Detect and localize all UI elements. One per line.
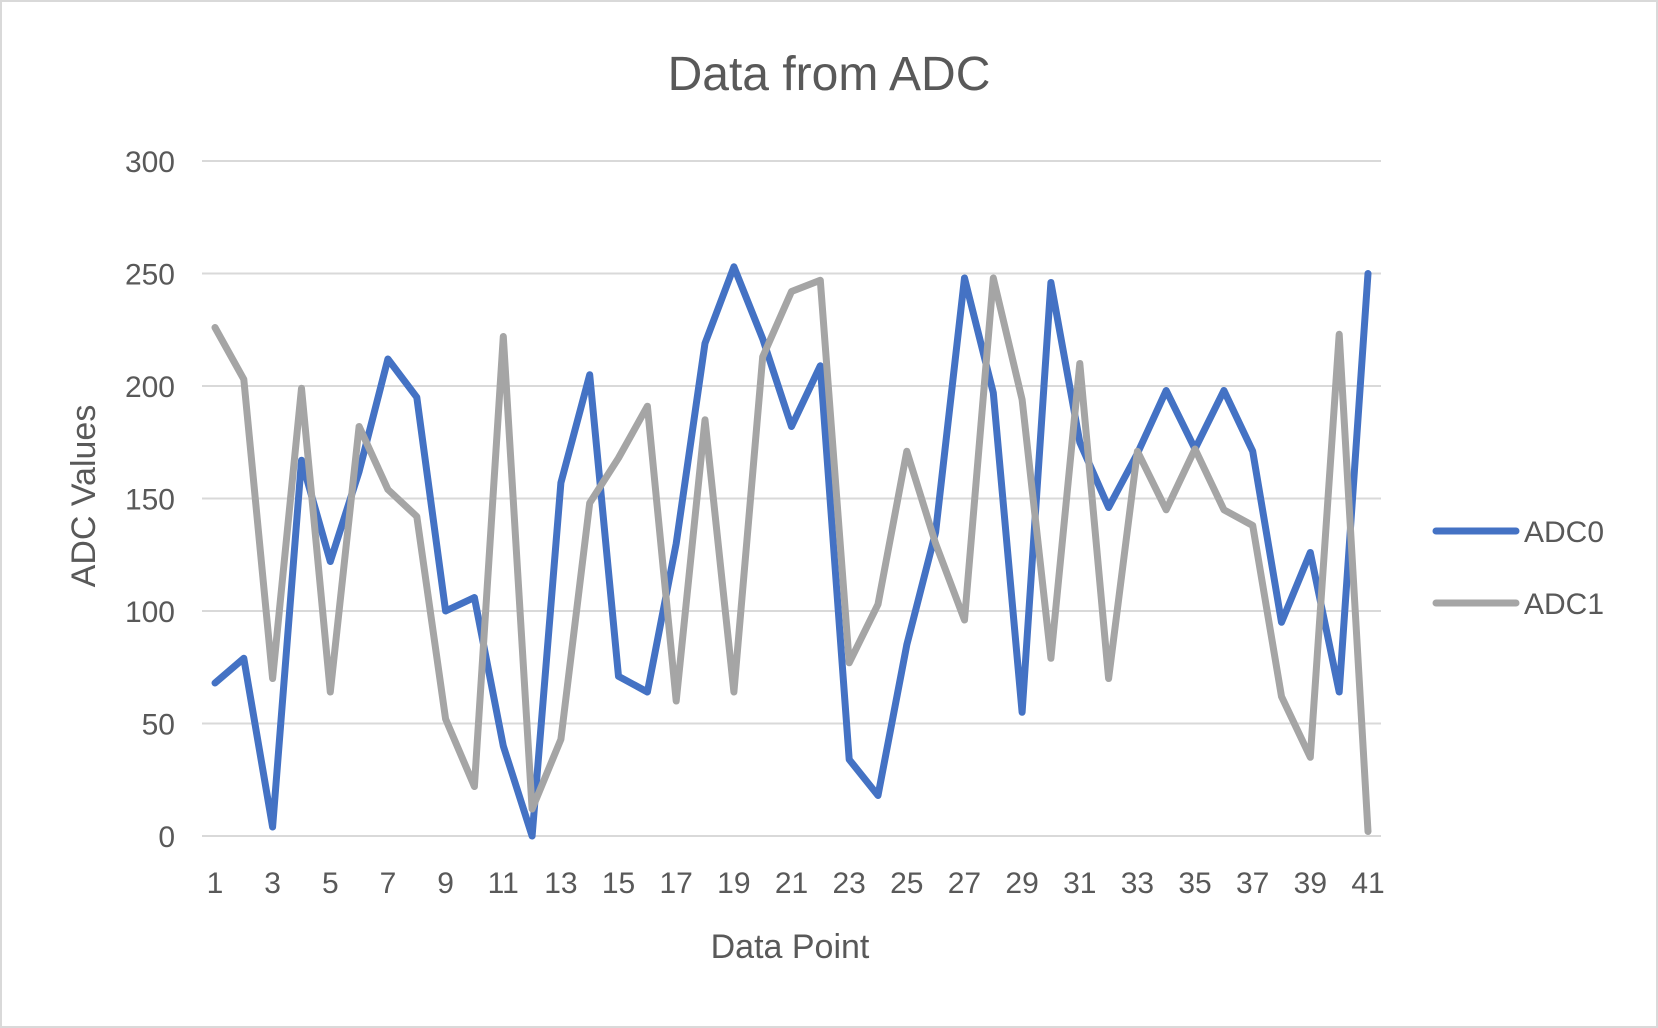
series-line-adc0 <box>211 263 1372 840</box>
y-tick-label-0: 0 <box>158 821 175 854</box>
x-tick-label-37: 37 <box>1236 867 1269 900</box>
legend: ADC0 ADC1 <box>1432 516 1604 621</box>
x-tick-label-35: 35 <box>1178 867 1211 900</box>
x-tick-label-3: 3 <box>264 867 281 900</box>
legend-label-adc1: ADC1 <box>1524 588 1604 621</box>
x-tick-label-17: 17 <box>660 867 693 900</box>
x-tick-label-9: 9 <box>437 867 454 900</box>
x-tick-label-13: 13 <box>544 867 577 900</box>
x-tick-label-39: 39 <box>1294 867 1327 900</box>
x-tick-label-21: 21 <box>775 867 808 900</box>
series-lines <box>211 263 1372 840</box>
y-axis-tick-labels: 0 50 100 150 200 250 300 <box>125 146 175 854</box>
y-tick-label-100: 100 <box>125 596 175 629</box>
x-axis-title: Data Point <box>711 928 870 966</box>
x-tick-label-15: 15 <box>602 867 635 900</box>
x-tick-label-1: 1 <box>207 867 224 900</box>
x-tick-label-27: 27 <box>948 867 981 900</box>
y-tick-label-50: 50 <box>142 709 175 742</box>
x-tick-label-5: 5 <box>322 867 339 900</box>
gridlines <box>202 160 1381 837</box>
x-tick-label-33: 33 <box>1121 867 1154 900</box>
x-tick-label-19: 19 <box>717 867 750 900</box>
x-tick-label-23: 23 <box>832 867 865 900</box>
chart-title: Data from ADC <box>668 48 991 101</box>
x-tick-label-25: 25 <box>890 867 923 900</box>
legend-label-adc0: ADC0 <box>1524 516 1604 549</box>
x-axis-tick-labels: 1 3 5 7 9 11 13 15 17 19 21 23 25 27 29 31 33 35 37 39 41 <box>207 867 1385 900</box>
x-tick-label-7: 7 <box>380 867 397 900</box>
y-tick-label-200: 200 <box>125 371 175 404</box>
y-axis-title: ADC Values <box>65 405 103 588</box>
y-tick-label-150: 150 <box>125 484 175 517</box>
x-tick-label-29: 29 <box>1005 867 1038 900</box>
x-tick-label-11: 11 <box>488 867 519 900</box>
y-tick-label-250: 250 <box>125 259 175 292</box>
x-tick-label-41: 41 <box>1351 867 1384 900</box>
y-tick-label-300: 300 <box>125 146 175 179</box>
x-tick-label-31: 31 <box>1063 867 1096 900</box>
series-line-adc1 <box>211 274 1372 835</box>
